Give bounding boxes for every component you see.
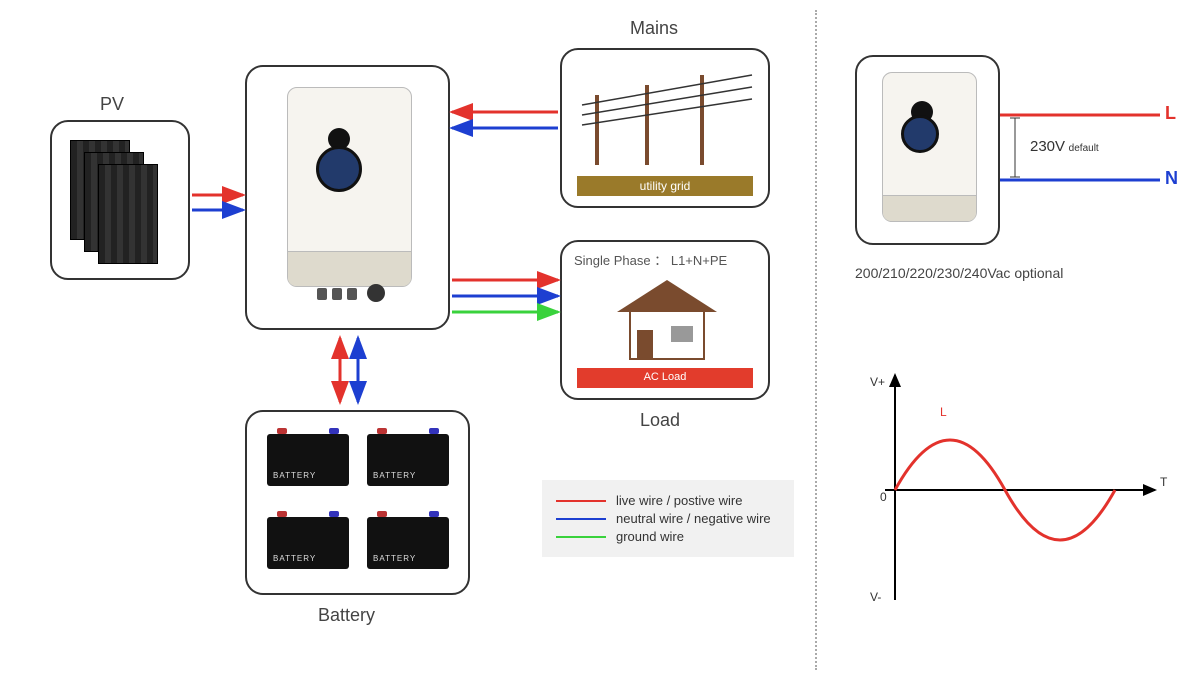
legend-row-ground: ground wire xyxy=(556,529,780,544)
vplus-label: V+ xyxy=(870,375,885,389)
load-box: Single Phase ： L1+N+PE AC Load xyxy=(560,240,770,400)
ac-load-bar: AC Load xyxy=(577,368,753,388)
inverter-base-icon xyxy=(288,251,411,286)
inverter-base-icon xyxy=(883,195,976,221)
live-wire-icon xyxy=(556,500,606,502)
battery-icon: BATTERY xyxy=(367,434,449,486)
l-label: L xyxy=(1165,103,1176,124)
battery-icon: BATTERY xyxy=(367,517,449,569)
section-divider xyxy=(815,10,817,670)
battery-label: Battery xyxy=(318,605,375,626)
battery-box: BATTERY BATTERY BATTERY BATTERY xyxy=(245,410,470,595)
utility-grid-icon xyxy=(562,55,772,185)
legend-row-neutral: neutral wire / negative wire xyxy=(556,511,780,526)
legend-ground-text: ground wire xyxy=(616,529,684,544)
inverter-screen-icon xyxy=(316,146,362,192)
legend-live-text: live wire / postive wire xyxy=(616,493,742,508)
connector-icon xyxy=(367,284,385,302)
legend-neutral-text: neutral wire / negative wire xyxy=(616,511,771,526)
inverter-box xyxy=(245,65,450,330)
connector-icon xyxy=(332,288,342,300)
pv-panel-icon xyxy=(98,164,158,264)
connector-icon xyxy=(347,288,357,300)
single-phase-label: Single Phase ： L1+N+PE xyxy=(574,250,727,269)
t-axis-label: T xyxy=(1160,475,1167,489)
sine-wave-graph xyxy=(855,360,1175,620)
inverter-device-icon xyxy=(287,87,412,287)
neutral-wire-icon xyxy=(556,518,606,520)
legend-row-live: live wire / postive wire xyxy=(556,493,780,508)
battery-icon: BATTERY xyxy=(267,517,349,569)
inverter-box-right xyxy=(855,55,1000,245)
origin-label: 0 xyxy=(880,490,887,504)
vac-optional-text: 200/210/220/230/240Vac optional xyxy=(855,265,1063,281)
pv-label: PV xyxy=(100,94,124,115)
inverter-device-icon xyxy=(882,72,977,222)
wave-l-label: L xyxy=(940,405,947,419)
vminus-label: V- xyxy=(870,590,881,604)
connector-icon xyxy=(317,288,327,300)
battery-icon: BATTERY xyxy=(267,434,349,486)
voltage-default: 230V default xyxy=(1030,138,1099,155)
n-label: N xyxy=(1165,168,1178,189)
ac-load-text: AC Load xyxy=(644,371,687,383)
pv-box xyxy=(50,120,190,280)
house-icon xyxy=(617,280,717,370)
inverter-screen-icon xyxy=(901,115,939,153)
utility-grid-bar: utility grid xyxy=(577,176,753,196)
load-label: Load xyxy=(640,410,680,431)
mains-label: Mains xyxy=(630,18,678,39)
wire-legend: live wire / postive wire neutral wire / … xyxy=(542,480,794,557)
ground-wire-icon xyxy=(556,536,606,538)
mains-box: utility grid xyxy=(560,48,770,208)
